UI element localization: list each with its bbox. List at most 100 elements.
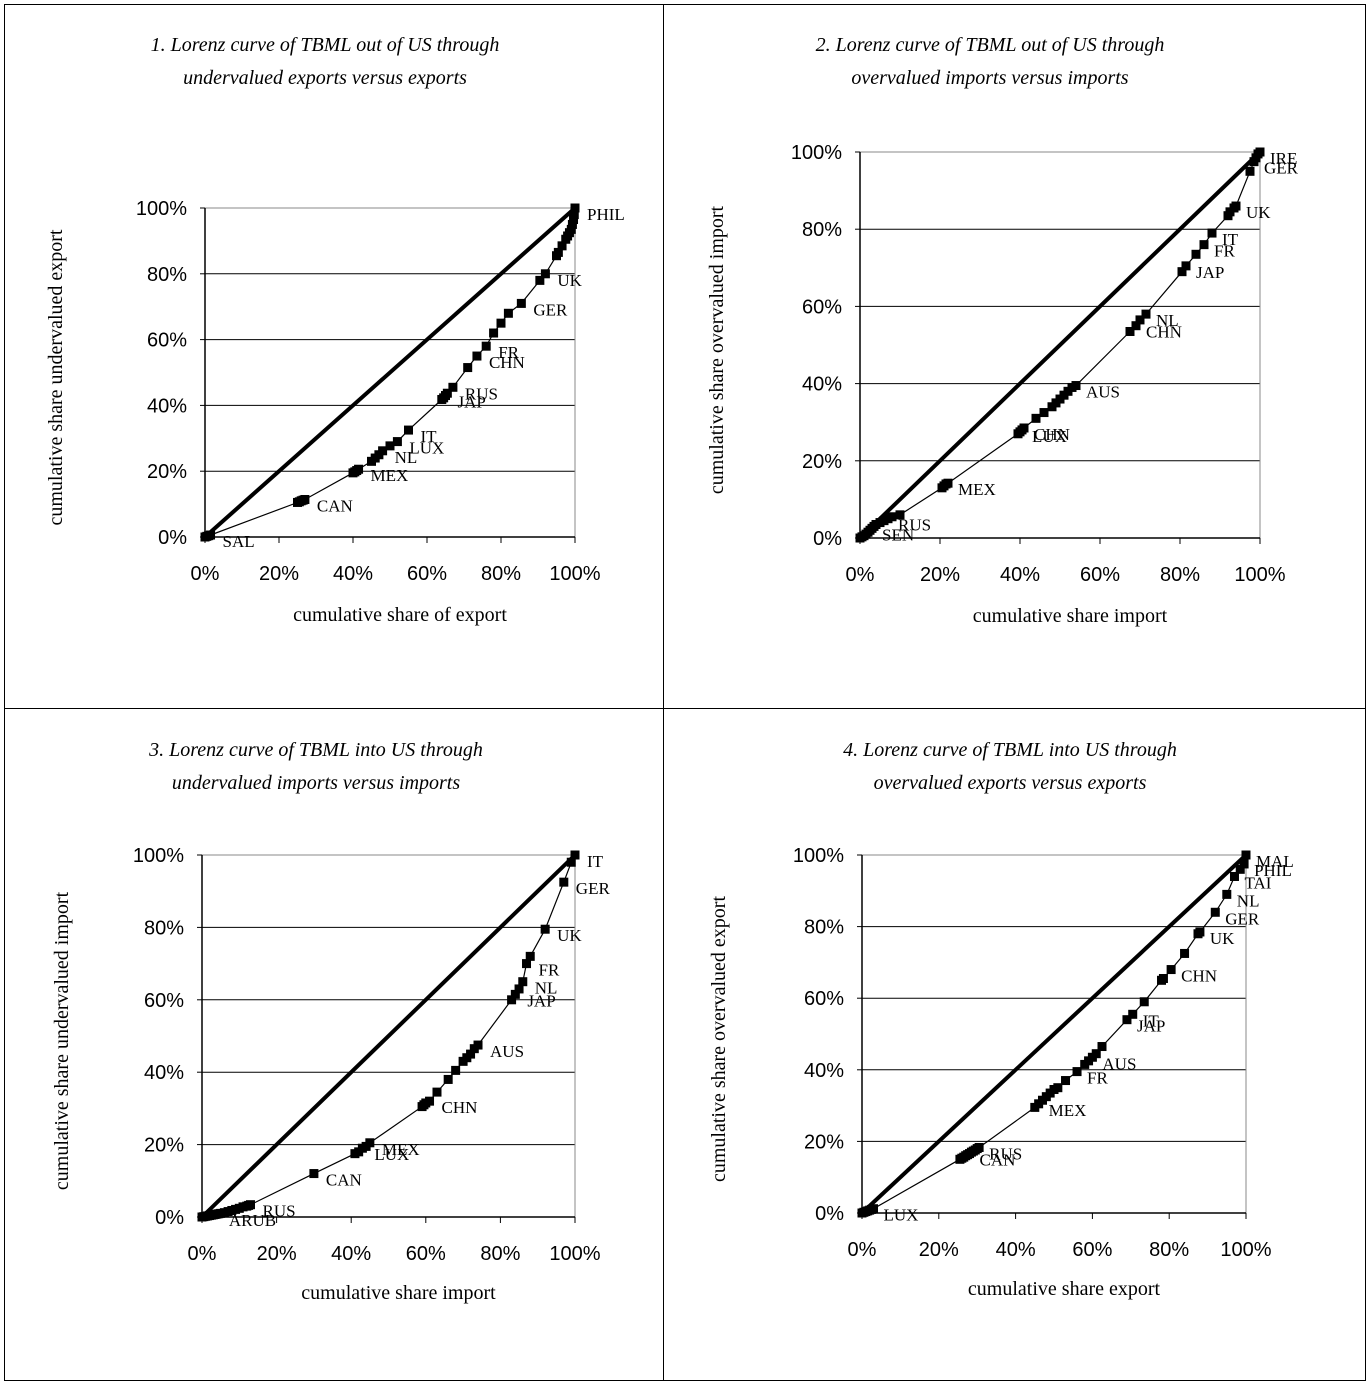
point-label: SAL xyxy=(223,532,255,551)
data-point xyxy=(559,877,569,887)
point-label: JAP xyxy=(1137,1017,1165,1036)
data-point xyxy=(895,510,905,520)
data-point xyxy=(481,341,491,351)
data-point xyxy=(1061,1076,1071,1086)
x-tick-label: 0% xyxy=(848,1239,877,1261)
data-point xyxy=(1231,201,1241,211)
data-point xyxy=(1181,261,1191,271)
x-axis-label: cumulative share import xyxy=(973,605,1168,627)
data-point xyxy=(1158,974,1168,984)
data-point xyxy=(496,318,506,328)
point-label: CHN xyxy=(1181,967,1217,986)
equality-line xyxy=(200,853,577,1219)
data-point xyxy=(522,959,532,969)
data-point xyxy=(540,924,550,934)
point-label: CHN xyxy=(442,1098,478,1117)
point-label: CAN xyxy=(317,496,353,515)
x-tick-label: 100% xyxy=(1234,564,1285,586)
data-point xyxy=(1128,1009,1138,1019)
x-tick-label: 0% xyxy=(188,1243,217,1265)
point-label: JAP xyxy=(527,991,555,1010)
point-label: GER xyxy=(1225,909,1260,928)
point-label: GER xyxy=(533,300,568,319)
point-label: CHN xyxy=(489,353,525,372)
data-point xyxy=(466,1049,476,1059)
y-tick-label: 100% xyxy=(133,845,184,867)
y-tick-label: 100% xyxy=(136,198,187,220)
data-point xyxy=(1177,267,1187,277)
point-label: LUX xyxy=(884,1206,919,1225)
point-label: NL xyxy=(395,448,418,467)
chart-4: 4. Lorenz curve of TBML into US through o… xyxy=(708,739,1294,1300)
point-label: CHN xyxy=(1146,323,1182,342)
data-point xyxy=(1141,309,1151,319)
x-tick-label: 40% xyxy=(996,1239,1036,1261)
x-tick-label: 20% xyxy=(920,564,960,586)
point-label: LUX xyxy=(409,439,444,458)
y-tick-label: 0% xyxy=(813,528,842,550)
data-point xyxy=(1135,315,1145,325)
x-axis-label: cumulative share export xyxy=(968,1278,1161,1300)
y-tick-label: 0% xyxy=(158,527,187,549)
x-tick-label: 80% xyxy=(481,563,521,585)
data-point xyxy=(1039,408,1049,418)
data-point xyxy=(463,363,473,373)
data-point xyxy=(385,441,395,451)
data-point xyxy=(507,995,517,1005)
point-label: PHIL xyxy=(1254,861,1292,880)
x-tick-label: 40% xyxy=(331,1243,371,1265)
data-point xyxy=(489,328,499,338)
y-tick-label: 100% xyxy=(791,142,842,164)
x-tick-label: 0% xyxy=(846,564,875,586)
data-point xyxy=(1053,1083,1063,1093)
point-label: JAP xyxy=(1196,263,1224,282)
y-tick-label: 80% xyxy=(147,264,187,286)
data-point xyxy=(1091,1049,1101,1059)
chart-1: 1. Lorenz curve of TBML out of US throug… xyxy=(45,34,625,626)
point-label: NL xyxy=(1237,891,1260,910)
x-tick-label: 20% xyxy=(257,1243,297,1265)
equality-line xyxy=(203,206,577,539)
x-tick-label: 60% xyxy=(1080,564,1120,586)
x-tick-label: 100% xyxy=(1220,1239,1271,1261)
point-label: RUS xyxy=(262,1202,295,1221)
y-axis-label: cumulative share undervalued export xyxy=(45,229,67,525)
y-tick-label: 60% xyxy=(147,330,187,352)
data-point xyxy=(392,437,402,447)
point-label: IT xyxy=(421,427,438,446)
data-point xyxy=(365,1138,375,1148)
point-label: GER xyxy=(576,879,611,898)
data-point xyxy=(535,275,545,285)
point-label: MEX xyxy=(958,480,996,499)
point-label: TAI xyxy=(1244,873,1271,892)
y-tick-label: 0% xyxy=(815,1203,844,1225)
point-label: UK xyxy=(557,926,582,945)
data-point xyxy=(1195,927,1205,937)
point-label: FR xyxy=(1087,1069,1108,1088)
point-label: AUS xyxy=(490,1042,524,1061)
y-tick-label: 40% xyxy=(147,395,187,417)
data-point xyxy=(516,298,526,308)
data-point xyxy=(1031,413,1041,423)
chart-title: 2. Lorenz curve of TBML out of US throug… xyxy=(816,34,1165,89)
data-point xyxy=(525,951,535,961)
data-point xyxy=(566,857,576,867)
x-tick-label: 80% xyxy=(1149,1239,1189,1261)
y-tick-label: 60% xyxy=(802,296,842,318)
x-tick-label: 20% xyxy=(919,1239,959,1261)
y-tick-label: 20% xyxy=(804,1131,844,1153)
chart-title: 4. Lorenz curve of TBML into US through o… xyxy=(843,739,1177,794)
data-point xyxy=(473,1040,483,1050)
point-label: UK xyxy=(1210,929,1235,948)
point-label: JAP xyxy=(458,393,486,412)
data-point xyxy=(869,1204,879,1214)
data-point xyxy=(1122,1015,1132,1025)
y-tick-label: 80% xyxy=(804,917,844,939)
data-point xyxy=(1139,997,1149,1007)
point-label: ARUB xyxy=(229,1211,276,1230)
data-point xyxy=(887,512,897,522)
point-label: GER xyxy=(1264,159,1299,178)
y-tick-label: 40% xyxy=(802,374,842,396)
point-label: MEX xyxy=(382,1140,420,1159)
